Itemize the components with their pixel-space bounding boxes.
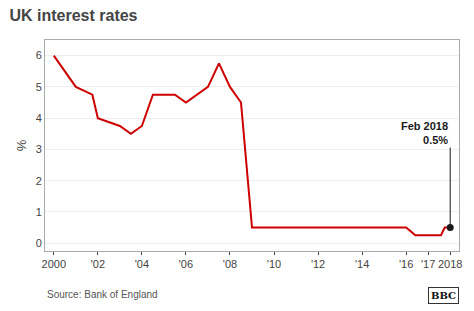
svg-text:2018: 2018 bbox=[438, 258, 462, 270]
svg-text:'06: '06 bbox=[179, 258, 193, 270]
svg-text:'08: '08 bbox=[223, 258, 237, 270]
svg-text:4: 4 bbox=[36, 112, 42, 124]
svg-text:2: 2 bbox=[36, 175, 42, 187]
svg-text:'12: '12 bbox=[311, 258, 325, 270]
svg-text:5: 5 bbox=[36, 81, 42, 93]
svg-text:1: 1 bbox=[36, 206, 42, 218]
svg-text:%: % bbox=[14, 139, 29, 151]
svg-text:'16: '16 bbox=[399, 258, 413, 270]
svg-text:'10: '10 bbox=[267, 258, 281, 270]
svg-text:Source: Bank of England: Source: Bank of England bbox=[47, 289, 158, 300]
svg-text:UK interest rates: UK interest rates bbox=[9, 7, 137, 24]
svg-text:'14: '14 bbox=[355, 258, 369, 270]
svg-text:3: 3 bbox=[36, 143, 42, 155]
svg-text:0: 0 bbox=[36, 237, 42, 249]
svg-text:6: 6 bbox=[36, 49, 42, 61]
svg-text:'04: '04 bbox=[135, 258, 149, 270]
svg-text:'02: '02 bbox=[91, 258, 105, 270]
svg-text:BBC: BBC bbox=[431, 290, 456, 301]
svg-text:Feb 20180.5%: Feb 20180.5% bbox=[401, 120, 448, 146]
svg-text:2000: 2000 bbox=[42, 258, 66, 270]
svg-text:'17: '17 bbox=[421, 258, 435, 270]
